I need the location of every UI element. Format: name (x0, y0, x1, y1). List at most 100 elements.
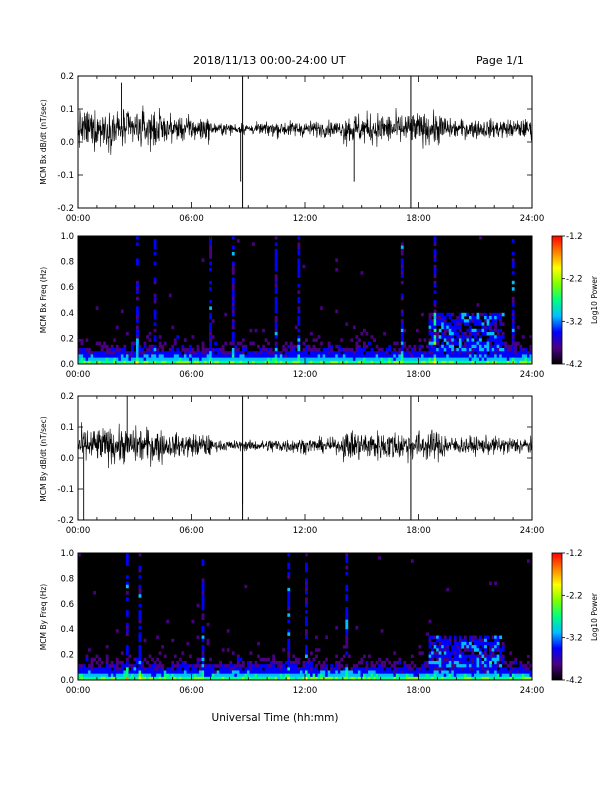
spectrogram-cell (171, 344, 175, 349)
spectrogram-cell (292, 667, 296, 671)
spectrogram-cell (241, 351, 245, 355)
spectrogram-cell (390, 360, 394, 365)
spectrogram-cell (133, 667, 137, 671)
spectrogram-cell (332, 360, 336, 365)
spectrogram-cell (403, 354, 407, 358)
spectrogram-cell (171, 351, 175, 355)
spectrogram-cell (297, 284, 301, 288)
spectrogram-cell (199, 664, 202, 668)
spectrogram-cell (398, 673, 402, 678)
spectrogram-cell (370, 335, 374, 339)
spectrogram-cell (178, 351, 182, 355)
spectrogram-cell (489, 316, 492, 320)
spectrogram-cell (453, 354, 457, 358)
spectrogram-cell (264, 673, 268, 678)
spectrogram-cell (373, 664, 376, 668)
spectrogram-cell (236, 670, 240, 674)
spectrogram-cell (287, 648, 291, 652)
spectrogram-cell (143, 357, 147, 362)
spectrogram-cell (143, 341, 147, 346)
spectrogram-cell (188, 357, 192, 362)
spectrogram-cell (209, 357, 212, 362)
spectrogram-cell (418, 651, 422, 655)
spectrogram-cell (486, 344, 490, 349)
spectrogram-cell (405, 673, 409, 678)
spectrogram-cell (473, 664, 477, 668)
spectrogram-cell (305, 670, 308, 674)
spectrogram-cell (390, 664, 394, 668)
spectrogram-cell (352, 351, 356, 355)
spectrogram-cell (451, 332, 455, 336)
spectrogram-cell (494, 648, 497, 652)
spectrogram-cell (252, 357, 255, 362)
spectrogram-cell (511, 670, 515, 674)
spectrogram-cell (360, 667, 364, 671)
spectrogram-cell (499, 312, 503, 317)
spectrogram-cell (486, 657, 490, 662)
spectrogram-cell (400, 357, 404, 362)
spectrogram-cell (153, 351, 157, 355)
spectrogram-cell (501, 312, 505, 317)
spectrogram-cell (431, 651, 434, 655)
spectrogram-cell (297, 335, 301, 339)
spectrogram-cell (123, 351, 127, 355)
spectrogram-cell (332, 354, 336, 358)
spectrogram-cell (458, 648, 462, 652)
spectrogram-cell (468, 657, 472, 662)
spectrogram-cell (378, 670, 381, 674)
spectrogram-cell (191, 348, 195, 352)
spectrogram-cell (133, 341, 137, 346)
spectrogram-cell (246, 354, 250, 358)
spectrogram-cell (491, 316, 495, 320)
spectrogram-cell (468, 319, 472, 323)
spectrogram-cell (471, 645, 475, 649)
spectrogram-cell (191, 335, 195, 339)
spectrogram-cell (241, 348, 245, 352)
spectrogram-cell (345, 348, 349, 352)
spectrogram-cell (226, 670, 230, 674)
spectrogram-cell (418, 673, 422, 678)
spectrogram-cell (443, 641, 447, 646)
spectrogram-cell (451, 319, 455, 323)
spectrogram-cell (115, 673, 119, 678)
spectrogram-cell (85, 654, 89, 659)
spectrogram-cell (264, 676, 268, 681)
spectrogram-cell (448, 667, 452, 671)
spectrogram-cell (315, 648, 318, 652)
spectrogram-cell (448, 354, 452, 358)
y-tick-label: 0.6 (60, 600, 74, 610)
spectrogram-cell (509, 667, 513, 671)
spectrogram-cell (312, 348, 316, 352)
spectrogram-cell (473, 316, 477, 320)
spectrogram-cell (473, 348, 477, 352)
spectrogram-cell (307, 357, 311, 362)
spectrogram-cell (342, 354, 346, 358)
spectrogram-cell (146, 673, 149, 678)
spectrogram-cell (269, 664, 273, 668)
spectrogram-cell (484, 676, 487, 681)
spectrogram-cell (481, 676, 485, 681)
spectrogram-cell (506, 664, 510, 668)
spectrogram-cell (473, 641, 477, 646)
spectrogram-cell (133, 354, 137, 358)
spectrogram-cell (398, 351, 402, 355)
spectrogram-cell (481, 664, 485, 668)
spectrogram-cell (433, 344, 437, 349)
spectrogram-cell (320, 341, 323, 346)
spectrogram-cell (365, 332, 369, 336)
colorbar-tick-label: -2.2 (566, 591, 583, 601)
spectrogram-cell (95, 667, 99, 671)
spectrogram-cell (451, 325, 455, 330)
dbdt-trace (77, 422, 533, 469)
spectrogram-cell (415, 357, 419, 362)
spectrogram-cell (473, 654, 477, 659)
spectrogram-cell (236, 360, 240, 365)
spectrogram-cell (410, 660, 414, 665)
spectrogram-cell (453, 348, 457, 352)
spectrogram-cell (524, 664, 528, 668)
spectrogram-cell (443, 335, 447, 339)
spectrogram-cell (211, 348, 215, 352)
spectrogram-cell (90, 664, 94, 668)
spectrogram-cell (395, 660, 399, 665)
spectrogram-cell (431, 660, 434, 665)
